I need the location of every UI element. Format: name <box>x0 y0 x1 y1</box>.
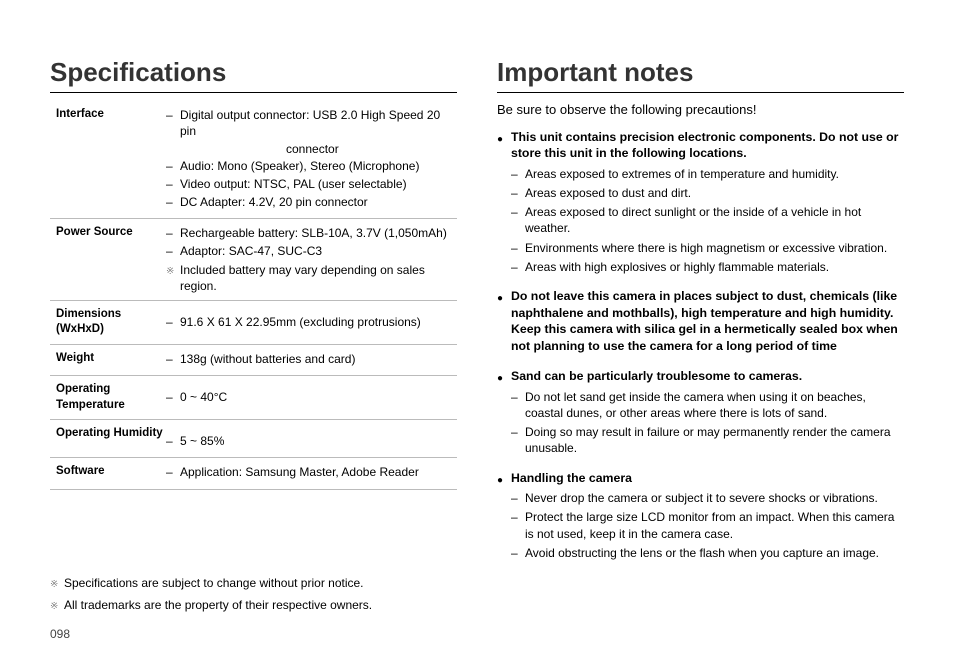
bullet-header: This unit contains precision electronic … <box>511 129 904 162</box>
specs-heading: Specifications <box>50 55 457 93</box>
sub-item: Doing so may result in failure or may pe… <box>525 424 904 456</box>
spec-values: 0 ~ 40°C <box>166 382 457 413</box>
footnote: All trademarks are the property of their… <box>64 597 372 614</box>
bullet-icon <box>497 129 511 278</box>
bullet-header: Handling the camera <box>511 470 904 487</box>
spec-item: Audio: Mono (Speaker), Stereo (Microphon… <box>180 158 457 174</box>
bullet-icon <box>497 470 511 564</box>
spec-values: 138g (without batteries and card) <box>166 351 457 369</box>
bullet-header: Do not leave this camera in places subje… <box>511 288 904 354</box>
spec-row-power: Power Source Rechargeable battery: SLB-1… <box>50 219 457 301</box>
bullet-header: Sand can be particularly troublesome to … <box>511 368 904 385</box>
bullet: Do not leave this camera in places subje… <box>497 288 904 358</box>
sub-item: Never drop the camera or subject it to s… <box>525 490 904 506</box>
notes-heading: Important notes <box>497 55 904 93</box>
spec-item: 5 ~ 85% <box>180 433 457 449</box>
spec-values: 5 ~ 85% <box>166 426 457 451</box>
spec-table: Interface Digital output connector: USB … <box>50 101 457 490</box>
sub-item: Areas exposed to extremes of in temperat… <box>525 166 904 182</box>
spec-item: Rechargeable battery: SLB-10A, 3.7V (1,0… <box>180 225 457 241</box>
spec-item: DC Adapter: 4.2V, 20 pin connector <box>180 194 457 210</box>
spec-item: Application: Samsung Master, Adobe Reade… <box>180 464 457 480</box>
spec-item: Video output: NTSC, PAL (user selectable… <box>180 176 457 192</box>
spec-note: Included battery may vary depending on s… <box>180 262 457 294</box>
sub-item: Areas exposed to dust and dirt. <box>525 185 904 201</box>
spec-label: Power Source <box>56 225 166 294</box>
notes-list: This unit contains precision electronic … <box>497 129 904 564</box>
sub-item: Areas exposed to direct sunlight or the … <box>525 204 904 236</box>
spec-values: Digital output connector: USB 2.0 High S… <box>166 107 457 212</box>
sub-item: Do not let sand get inside the camera wh… <box>525 389 904 421</box>
spec-item: 0 ~ 40°C <box>180 389 457 405</box>
notes-column: Important notes Be sure to observe the f… <box>497 55 904 620</box>
bullet: Sand can be particularly troublesome to … <box>497 368 904 459</box>
sub-item: Areas with high explosives or highly fla… <box>525 259 904 275</box>
bullet-icon <box>497 288 511 358</box>
spec-item: Adaptor: SAC-47, SUC-C3 <box>180 243 457 259</box>
spec-item: Digital output connector: USB 2.0 High S… <box>180 107 457 139</box>
sub-item: Environments where there is high magneti… <box>525 240 904 256</box>
spec-label: Weight <box>56 351 166 369</box>
spec-item: 91.6 X 61 X 22.95mm (excluding protrusio… <box>180 314 457 330</box>
bullet-icon <box>497 368 511 459</box>
spec-row-software: Software Application: Samsung Master, Ad… <box>50 458 457 489</box>
spec-row-weight: Weight 138g (without batteries and card) <box>50 345 457 376</box>
spec-item: 138g (without batteries and card) <box>180 351 457 367</box>
spec-label: Dimensions (WxHxD) <box>56 307 166 338</box>
footnotes: Specifications are subject to change wit… <box>50 575 457 614</box>
spec-values: 91.6 X 61 X 22.95mm (excluding protrusio… <box>166 307 457 338</box>
spec-row-interface: Interface Digital output connector: USB … <box>50 101 457 219</box>
spec-label: Interface <box>56 107 166 212</box>
sub-item: Avoid obstructing the lens or the flash … <box>525 545 904 561</box>
bullet: This unit contains precision electronic … <box>497 129 904 278</box>
bullet: Handling the camera Never drop the camer… <box>497 470 904 564</box>
spec-row-ophum: Operating Humidity 5 ~ 85% <box>50 420 457 458</box>
specifications-column: Specifications Interface Digital output … <box>50 55 457 620</box>
spec-label: Software <box>56 464 166 482</box>
spec-values: Rechargeable battery: SLB-10A, 3.7V (1,0… <box>166 225 457 294</box>
footnote: Specifications are subject to change wit… <box>64 575 364 592</box>
page-number: 098 <box>50 626 70 642</box>
notes-intro: Be sure to observe the following precaut… <box>497 101 904 119</box>
spec-values: Application: Samsung Master, Adobe Reade… <box>166 464 457 482</box>
spec-label: Operating Temperature <box>56 382 166 413</box>
sub-item: Protect the large size LCD monitor from … <box>525 509 904 541</box>
spec-label: Operating Humidity <box>56 426 166 451</box>
spec-row-optemp: Operating Temperature 0 ~ 40°C <box>50 376 457 420</box>
spec-item-continuation: connector <box>166 141 457 157</box>
spec-row-dimensions: Dimensions (WxHxD) 91.6 X 61 X 22.95mm (… <box>50 301 457 345</box>
